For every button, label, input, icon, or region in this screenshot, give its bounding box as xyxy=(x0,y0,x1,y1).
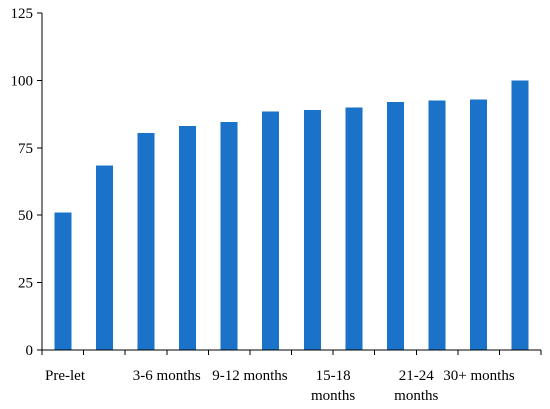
x-tick-label: 21-24 months xyxy=(394,368,438,404)
x-tick-label: 15-18 months xyxy=(311,368,355,404)
bar-3 xyxy=(137,132,155,350)
y-tick-label: 125 xyxy=(11,6,34,22)
bar-9 xyxy=(386,101,404,350)
x-tick-label: 3-6 months xyxy=(133,368,201,384)
bar-1 xyxy=(54,212,72,350)
x-tick-label: 30+ months xyxy=(443,368,515,384)
x-tick-label: Pre-let xyxy=(45,368,86,384)
y-tick-label: 100 xyxy=(11,73,34,89)
x-axis: Pre-let 3-6 months 9-12 months 15-18 months 2… xyxy=(41,349,542,404)
bar-2 xyxy=(95,165,113,350)
y-tick-label: 0 xyxy=(26,343,34,359)
y-tick-label: 50 xyxy=(18,208,33,224)
bar-10 xyxy=(428,100,446,351)
y-tick-label: 25 xyxy=(18,276,33,292)
bar-6 xyxy=(262,111,280,351)
bar-12 xyxy=(511,80,529,351)
bar-7 xyxy=(303,110,321,350)
bar-11 xyxy=(470,99,488,351)
bars-group xyxy=(54,80,529,351)
x-tick-label: 9-12 months xyxy=(212,368,288,384)
bar-4 xyxy=(179,126,197,350)
y-tick-label: 75 xyxy=(18,141,33,157)
bar-5 xyxy=(220,122,238,350)
bar-8 xyxy=(345,107,363,350)
y-axis: 0 25 50 75 100 125 xyxy=(11,6,43,359)
